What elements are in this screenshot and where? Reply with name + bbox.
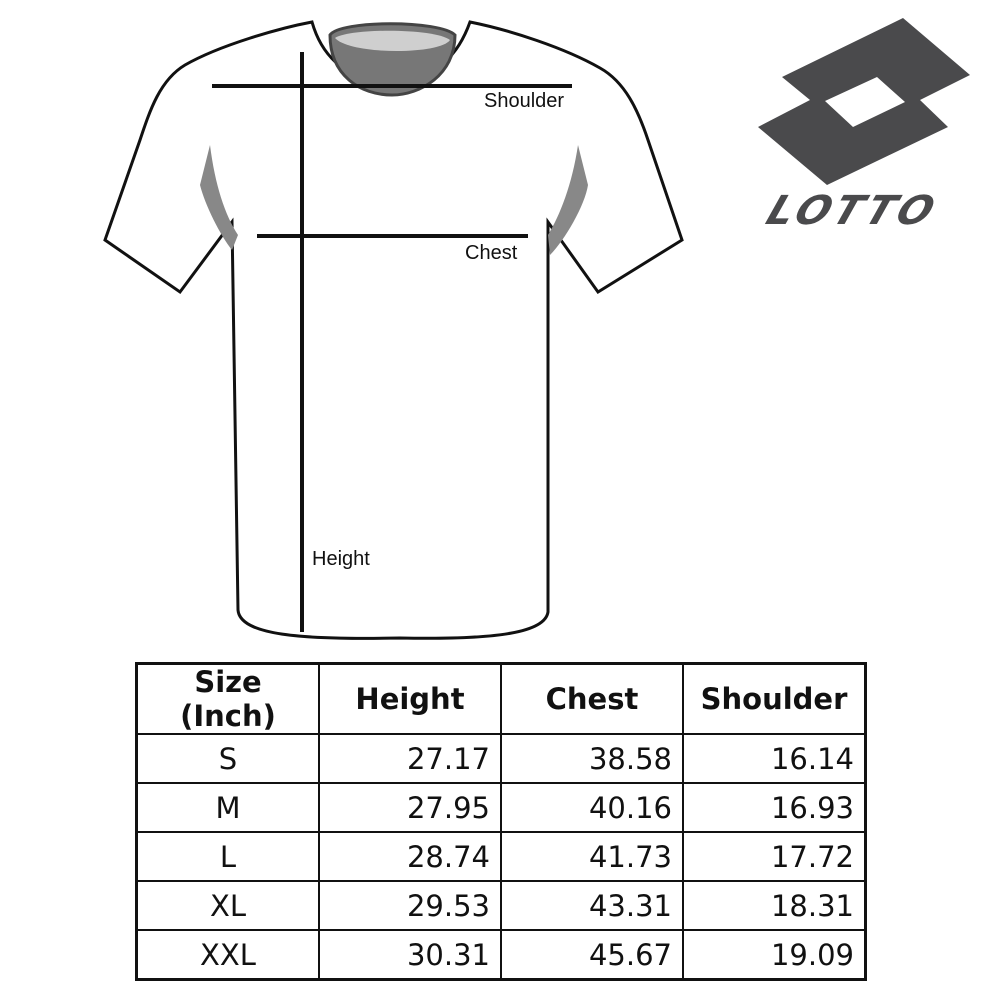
cell-height: 30.31 [318, 929, 502, 981]
cell-height: 29.53 [318, 880, 502, 931]
cell-chest: 45.67 [500, 929, 684, 981]
lotto-wordmark: LOTTO [760, 188, 945, 234]
shoulder-label: Shoulder [484, 90, 565, 112]
table-row: XL 29.53 43.31 18.31 [135, 880, 867, 931]
cell-height: 27.95 [318, 782, 502, 833]
cell-shoulder: 19.09 [682, 929, 867, 981]
lotto-logo-mark [758, 18, 970, 185]
left-sleeve-shade [200, 145, 238, 250]
tshirt-diagram [103, 20, 684, 640]
chest-label: Chest [465, 242, 518, 264]
header-chest: Chest [500, 662, 684, 735]
cell-chest: 38.58 [500, 733, 684, 784]
cell-shoulder: 17.72 [682, 831, 867, 882]
lotto-logo [758, 18, 970, 185]
cell-size: S [135, 733, 320, 784]
size-table: Size (Inch) Height Chest Shoulder S 27.17… [135, 662, 867, 981]
table-row: XXL 30.31 45.67 19.09 [135, 929, 867, 981]
cell-size: M [135, 782, 320, 833]
cell-height: 28.74 [318, 831, 502, 882]
table-header-row: Size (Inch) Height Chest Shoulder [135, 662, 867, 735]
collar-inner [335, 30, 450, 52]
header-shoulder: Shoulder [682, 662, 867, 735]
cell-size: L [135, 831, 320, 882]
cell-chest: 41.73 [500, 831, 684, 882]
right-sleeve-shade [548, 145, 588, 255]
cell-height: 27.17 [318, 733, 502, 784]
height-label: Height [312, 548, 370, 570]
cell-shoulder: 16.14 [682, 733, 867, 784]
table-row: L 28.74 41.73 17.72 [135, 831, 867, 882]
cell-shoulder: 16.93 [682, 782, 867, 833]
table-row: M 27.95 40.16 16.93 [135, 782, 867, 833]
cell-chest: 40.16 [500, 782, 684, 833]
table-row: S 27.17 38.58 16.14 [135, 733, 867, 784]
cell-size: XXL [135, 929, 320, 981]
cell-size: XL [135, 880, 320, 931]
cell-chest: 43.31 [500, 880, 684, 931]
header-height: Height [318, 662, 502, 735]
header-size: Size (Inch) [135, 662, 320, 735]
cell-shoulder: 18.31 [682, 880, 867, 931]
